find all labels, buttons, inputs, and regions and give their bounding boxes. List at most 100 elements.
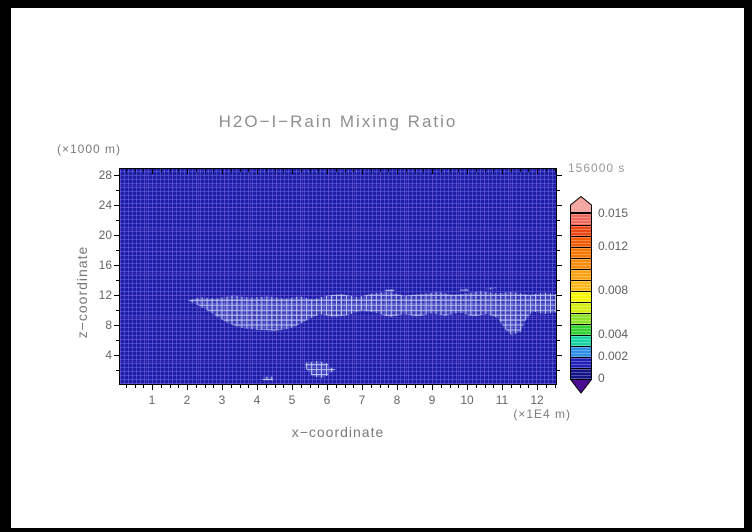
x-minor-tick bbox=[484, 169, 486, 172]
y-minor-tick bbox=[116, 220, 119, 221]
x-minor-tick bbox=[309, 385, 311, 388]
colorbar-tick-label: 0.012 bbox=[598, 239, 629, 253]
colorbar-segment bbox=[571, 291, 591, 302]
x-minor-tick bbox=[388, 169, 390, 172]
y-major-tick bbox=[114, 355, 119, 356]
x-minor-tick bbox=[265, 169, 267, 172]
x-major-tick bbox=[327, 169, 328, 174]
x-tick-label: 9 bbox=[428, 393, 436, 407]
x-minor-tick bbox=[274, 169, 276, 172]
x-minor-tick bbox=[300, 169, 302, 172]
x-major-tick bbox=[537, 169, 538, 174]
x-minor-tick bbox=[370, 169, 372, 172]
x-minor-tick bbox=[230, 385, 232, 388]
x-minor-tick bbox=[475, 169, 477, 172]
y-minor-tick bbox=[557, 190, 560, 191]
y-major-tick bbox=[557, 205, 562, 206]
x-minor-tick bbox=[265, 385, 267, 388]
x-minor-tick bbox=[379, 385, 381, 388]
y-major-tick bbox=[114, 175, 119, 176]
x-minor-tick bbox=[204, 169, 206, 172]
x-tick-label: 4 bbox=[253, 393, 261, 407]
x-tick-label: 3 bbox=[218, 393, 226, 407]
x-minor-tick bbox=[405, 169, 407, 172]
x-minor-tick bbox=[414, 169, 416, 172]
y-tick-label: 12 bbox=[98, 288, 112, 302]
x-major-tick bbox=[327, 385, 328, 390]
y-tick-label: 28 bbox=[98, 168, 112, 182]
x-minor-tick bbox=[414, 385, 416, 388]
y-minor-tick bbox=[116, 310, 119, 311]
x-minor-tick bbox=[230, 169, 232, 172]
x-major-tick bbox=[222, 385, 223, 390]
x-minor-tick bbox=[274, 385, 276, 388]
x-minor-tick bbox=[370, 385, 372, 388]
y-minor-tick bbox=[116, 370, 119, 371]
x-minor-tick bbox=[318, 385, 320, 388]
x-major-tick bbox=[432, 169, 433, 174]
y-tick-label: 20 bbox=[98, 228, 112, 242]
x-minor-tick bbox=[248, 385, 250, 388]
colorbar-segment bbox=[571, 335, 591, 346]
x-minor-tick bbox=[213, 169, 215, 172]
x-minor-tick bbox=[143, 385, 145, 388]
x-minor-tick bbox=[353, 169, 355, 172]
x-minor-tick bbox=[283, 385, 285, 388]
x-minor-tick bbox=[239, 169, 241, 172]
colorbar-segment bbox=[571, 368, 591, 379]
colorbar-tick-label: 0.004 bbox=[598, 327, 629, 341]
colorbar-tick-label: 0.008 bbox=[598, 283, 629, 297]
x-minor-tick bbox=[169, 385, 171, 388]
x-tick-label: 10 bbox=[460, 393, 474, 407]
y-major-tick bbox=[557, 175, 562, 176]
colorbar-segment bbox=[571, 280, 591, 291]
colorbar bbox=[570, 213, 592, 380]
x-major-tick bbox=[152, 385, 153, 390]
y-minor-tick bbox=[557, 310, 560, 311]
y-minor-tick bbox=[116, 250, 119, 251]
x-minor-tick bbox=[178, 169, 180, 172]
x-minor-tick bbox=[195, 169, 197, 172]
x-minor-tick bbox=[510, 169, 512, 172]
x-tick-label: 8 bbox=[393, 393, 401, 407]
colorbar-top-arrow-icon bbox=[570, 196, 592, 213]
y-minor-tick bbox=[557, 370, 560, 371]
x-axis-title: x−coordinate bbox=[291, 424, 385, 440]
x-major-tick bbox=[292, 385, 293, 390]
colorbar-segment bbox=[571, 225, 591, 236]
x-minor-tick bbox=[405, 385, 407, 388]
x-tick-label: 12 bbox=[530, 393, 544, 407]
x-major-tick bbox=[432, 385, 433, 390]
x-minor-tick bbox=[125, 169, 127, 172]
x-major-tick bbox=[467, 385, 468, 390]
y-minor-tick bbox=[557, 280, 560, 281]
x-minor-tick bbox=[353, 385, 355, 388]
colorbar-segment bbox=[571, 324, 591, 335]
colorbar-segment bbox=[571, 247, 591, 258]
x-minor-tick bbox=[528, 169, 530, 172]
x-minor-tick bbox=[160, 169, 162, 172]
y-major-tick bbox=[557, 235, 562, 236]
x-minor-tick bbox=[458, 385, 460, 388]
y-major-tick bbox=[557, 355, 562, 356]
x-minor-tick bbox=[379, 169, 381, 172]
x-minor-tick bbox=[545, 169, 547, 172]
stippled-regions-overlay bbox=[187, 287, 556, 381]
x-minor-tick bbox=[519, 385, 521, 388]
x-major-tick bbox=[537, 385, 538, 390]
x-minor-tick bbox=[160, 385, 162, 388]
x-minor-tick bbox=[344, 385, 346, 388]
x-minor-tick bbox=[300, 385, 302, 388]
x-minor-tick bbox=[335, 169, 337, 172]
x-minor-tick bbox=[545, 385, 547, 388]
x-minor-tick bbox=[519, 169, 521, 172]
x-major-tick bbox=[362, 385, 363, 390]
x-minor-tick bbox=[493, 169, 495, 172]
y-tick-label: 4 bbox=[105, 348, 112, 362]
x-major-tick bbox=[397, 169, 398, 174]
colorbar-tick-label: 0.002 bbox=[598, 349, 629, 363]
y-axis-unit-label: (×1000 m) bbox=[57, 142, 122, 156]
x-minor-tick bbox=[493, 385, 495, 388]
x-minor-tick bbox=[134, 385, 136, 388]
